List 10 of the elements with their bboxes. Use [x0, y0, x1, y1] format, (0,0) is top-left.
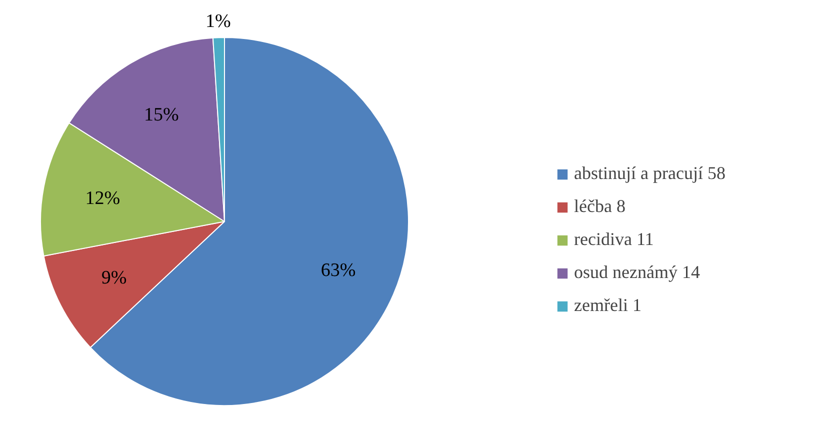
- data-label: 15%: [144, 104, 179, 126]
- data-label: 63%: [320, 260, 356, 282]
- legend-label: léčba 8: [574, 196, 626, 217]
- data-label: 12%: [85, 188, 120, 209]
- legend-label: osud neznámý 14: [574, 262, 700, 283]
- legend-label: abstinují a pracují 58: [574, 163, 726, 184]
- data-label: 9%: [101, 267, 127, 288]
- legend-label: zemřeli 1: [574, 295, 642, 316]
- data-label: 1%: [206, 11, 232, 32]
- legend-label: recidiva 11: [574, 229, 654, 250]
